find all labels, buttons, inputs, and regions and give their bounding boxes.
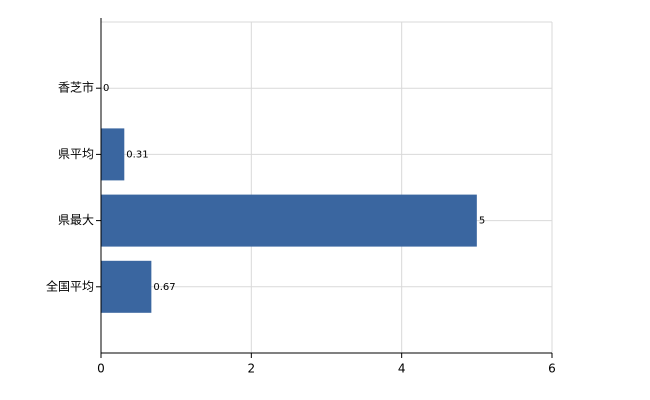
x-tick-label: 0	[97, 362, 105, 376]
y-tick-label: 県平均	[58, 147, 94, 161]
value-label: 5	[479, 216, 485, 227]
x-tick-label: 6	[548, 362, 556, 376]
y-tick-label: 全国平均	[46, 278, 94, 293]
y-tick-label: 香芝市	[58, 80, 94, 95]
y-tick-label: 県最大	[58, 213, 94, 227]
x-tick-label: 2	[248, 362, 256, 376]
value-label: 0	[103, 83, 109, 94]
bar	[101, 128, 125, 181]
bar	[101, 260, 152, 313]
value-label: 0.67	[153, 282, 175, 293]
x-tick-label: 4	[398, 362, 406, 376]
value-label: 0.31	[126, 149, 148, 160]
bar	[101, 194, 477, 247]
